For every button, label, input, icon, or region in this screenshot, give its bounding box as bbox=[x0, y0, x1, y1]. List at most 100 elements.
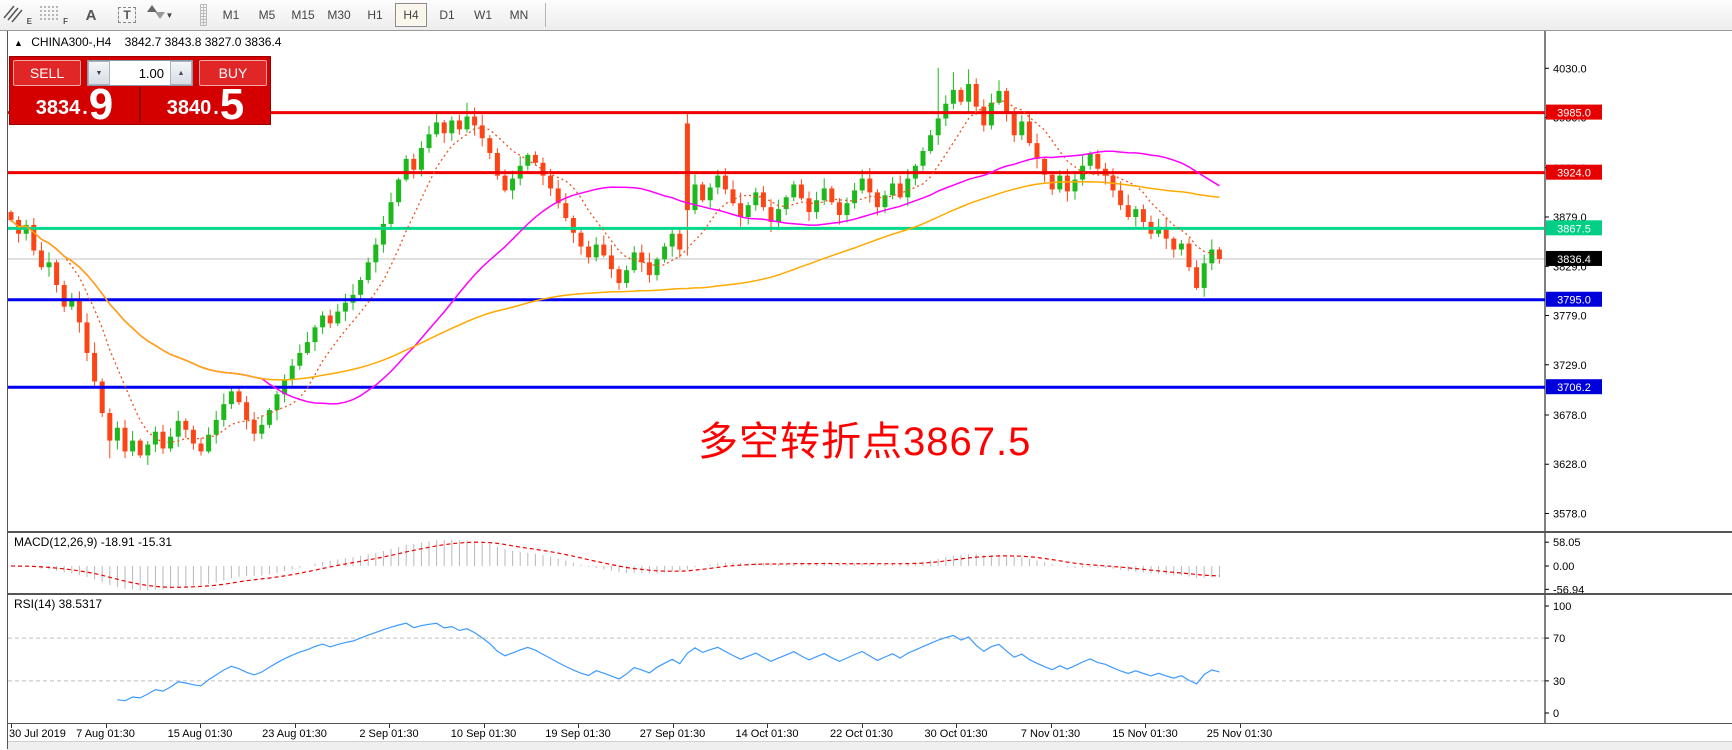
price-badge-3985.0: 3985.0 bbox=[1546, 104, 1602, 120]
date-tick bbox=[200, 724, 201, 728]
date-tick bbox=[11, 724, 12, 728]
date-label: 7 Aug 01:30 bbox=[76, 728, 135, 740]
fibonacci-tool-icon[interactable]: F bbox=[40, 6, 68, 26]
ma-line-89 bbox=[10, 181, 1220, 381]
price-chart[interactable]: 4030.03980.03929.03879.03829.03779.03729… bbox=[8, 31, 1732, 531]
buy-button[interactable]: BUY bbox=[199, 60, 267, 86]
date-tick bbox=[861, 724, 863, 728]
date-label: 14 Oct 01:30 bbox=[735, 728, 799, 740]
timeframe-m1[interactable]: M1 bbox=[222, 8, 240, 22]
price-badge-3836.4: 3836.4 bbox=[1546, 250, 1602, 266]
date-axis[interactable]: 30 Jul 2019 7 Aug 01:30 15 Aug 01:30 23 Aug… bbox=[8, 724, 1732, 741]
rsi-panel[interactable]: RSI(14) 38.5317 100 70 30 0 bbox=[8, 595, 1732, 724]
svg-text:0.00: 0.00 bbox=[1553, 561, 1574, 573]
date-tick bbox=[1239, 724, 1241, 728]
candles bbox=[8, 67, 1222, 465]
date-label: 30 Oct 01:30 bbox=[924, 728, 988, 740]
timeframe-group: M1 M5 M15 M30 H1 H4 D1 W1 MN bbox=[213, 3, 537, 27]
timeframe-m5[interactable]: M5 bbox=[258, 8, 276, 22]
svg-text:3678.0: 3678.0 bbox=[1553, 410, 1587, 422]
macd-panel[interactable]: MACD(12,26,9) -18.91 -15.31 58.05 0.00 -56… bbox=[8, 533, 1732, 595]
volume-increase-button[interactable]: ▲ bbox=[170, 61, 192, 85]
symbol-timeframe: CHINA300-,H4 bbox=[31, 35, 112, 49]
sell-price[interactable]: 3834. 9 bbox=[35, 80, 114, 129]
timeframe-h4[interactable]: H4 bbox=[395, 3, 427, 27]
svg-text:3924.0: 3924.0 bbox=[1557, 168, 1591, 180]
svg-text:3867.5: 3867.5 bbox=[1557, 223, 1591, 235]
date-label: 25 Nov 01:30 bbox=[1206, 728, 1273, 740]
arrow-objects-icon[interactable]: ▼ bbox=[146, 3, 190, 27]
date-tick bbox=[294, 724, 296, 728]
date-tick bbox=[1050, 724, 1052, 728]
svg-text:0: 0 bbox=[1553, 708, 1559, 720]
ma-line-8 bbox=[10, 99, 1220, 444]
macd-chart: 58.05 0.00 -56.94 bbox=[10, 533, 1584, 593]
svg-text:100: 100 bbox=[1553, 601, 1571, 613]
svg-text:3985.0: 3985.0 bbox=[1557, 108, 1591, 120]
price-badge-3867.5: 3867.5 bbox=[1546, 220, 1602, 236]
svg-text:3729.0: 3729.0 bbox=[1553, 360, 1587, 372]
volume-decrease-button[interactable]: ▼ bbox=[88, 61, 110, 85]
dropdown-caret-icon: ▼ bbox=[165, 10, 174, 20]
svg-text:30: 30 bbox=[1553, 676, 1565, 688]
date-label: 10 Sep 01:30 bbox=[450, 728, 517, 740]
text-label-tool-icon[interactable]: T bbox=[110, 3, 144, 27]
channels-tool-icon[interactable]: E bbox=[2, 3, 36, 27]
date-tick bbox=[1145, 724, 1146, 728]
ohlc-values: 3842.7 3843.8 3827.0 3836.4 bbox=[124, 35, 282, 49]
date-label: 27 Sep 01:30 bbox=[639, 728, 706, 740]
date-label: 7 Nov 01:30 bbox=[1020, 728, 1081, 740]
date-tick bbox=[389, 724, 390, 728]
macd-histogram bbox=[18, 539, 1220, 591]
timeframe-m15[interactable]: M15 bbox=[291, 8, 315, 22]
svg-text:4030.0: 4030.0 bbox=[1553, 63, 1587, 75]
svg-text:-56.94: -56.94 bbox=[1553, 584, 1584, 593]
date-tick bbox=[578, 724, 579, 728]
timeframe-h1[interactable]: H1 bbox=[367, 8, 383, 22]
date-label: 15 Aug 01:30 bbox=[167, 728, 233, 740]
svg-text:58.05: 58.05 bbox=[1553, 537, 1581, 549]
main-chart-panel[interactable]: ▲ CHINA300-,H4 3842.7 3843.8 3827.0 3836… bbox=[8, 31, 1732, 533]
date-tick bbox=[956, 724, 957, 728]
rsi-line bbox=[117, 622, 1220, 702]
svg-text:3836.4: 3836.4 bbox=[1557, 254, 1591, 266]
macd-label: MACD(12,26,9) -18.91 -15.31 bbox=[14, 535, 173, 549]
timeframe-m30[interactable]: M30 bbox=[327, 8, 351, 22]
price-badge-3924.0: 3924.0 bbox=[1546, 164, 1602, 180]
text-tool-icon[interactable]: A bbox=[85, 6, 97, 24]
date-label: 22 Oct 01:30 bbox=[830, 728, 893, 740]
volume-stepper: ▼ 1.00 ▲ bbox=[87, 60, 193, 86]
annotation-text: 多空转折点3867.5 bbox=[698, 420, 1032, 464]
date-tick bbox=[483, 724, 485, 728]
date-tick bbox=[105, 724, 107, 728]
macd-signal-line bbox=[10, 541, 1220, 588]
svg-text:3578.0: 3578.0 bbox=[1553, 508, 1587, 520]
timeframe-mn[interactable]: MN bbox=[509, 8, 529, 22]
date-tick bbox=[767, 724, 768, 728]
date-tick bbox=[672, 724, 674, 728]
ma-line-34 bbox=[10, 150, 1220, 405]
timeframe-w1[interactable]: W1 bbox=[474, 8, 492, 22]
svg-text:70: 70 bbox=[1553, 633, 1565, 645]
date-label: 30 Jul 2019 bbox=[9, 728, 66, 740]
rsi-chart: 100 70 30 0 bbox=[8, 595, 1571, 723]
timeframe-d1[interactable]: D1 bbox=[439, 8, 455, 22]
date-label: 19 Sep 01:30 bbox=[545, 728, 611, 740]
toolbar-grip[interactable] bbox=[200, 4, 207, 26]
bottom-strip bbox=[8, 741, 1732, 750]
price-badge-3795.0: 3795.0 bbox=[1546, 291, 1602, 307]
chart-window: ▲ CHINA300-,H4 3842.7 3843.8 3827.0 3836… bbox=[7, 31, 1732, 750]
price-badge-3706.2: 3706.2 bbox=[1546, 379, 1602, 395]
svg-text:3795.0: 3795.0 bbox=[1557, 295, 1591, 307]
rsi-label: RSI(14) 38.5317 bbox=[14, 597, 103, 611]
sell-button[interactable]: SELL bbox=[13, 60, 81, 86]
collapse-arrow-icon[interactable]: ▲ bbox=[14, 38, 23, 48]
date-label: 15 Nov 01:30 bbox=[1112, 728, 1178, 740]
volume-input[interactable]: 1.00 bbox=[110, 61, 170, 85]
buy-price[interactable]: 3840. 5 bbox=[166, 80, 245, 129]
date-label: 2 Sep 01:30 bbox=[359, 728, 419, 740]
svg-text:3779.0: 3779.0 bbox=[1553, 311, 1587, 323]
svg-text:3628.0: 3628.0 bbox=[1553, 459, 1587, 471]
toolbar: E F A T ▼ M1 M5 M15 M30 H1 H4 D1 W1 MN bbox=[0, 0, 1732, 31]
toolbar-separator bbox=[545, 3, 546, 27]
